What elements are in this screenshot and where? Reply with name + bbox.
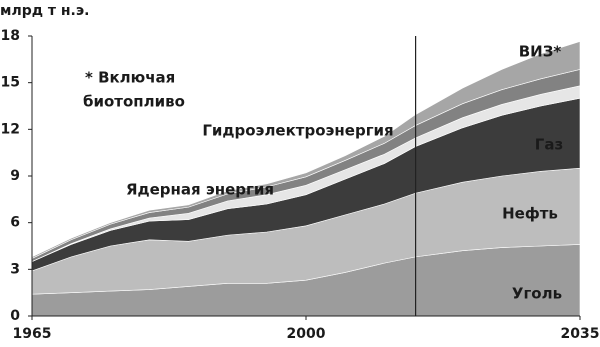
y-tick-label: 18: [1, 28, 20, 44]
y-tick-label: 9: [10, 168, 20, 184]
series-label: Нефть: [502, 205, 558, 223]
x-tick-label: 2000: [287, 326, 326, 342]
annotation: биотопливо: [83, 93, 185, 111]
series-label: ВИЗ*: [519, 43, 562, 61]
x-tick-label: 2035: [561, 326, 600, 342]
areas: [31, 41, 581, 317]
series-label: Гидроэлектроэнергия: [202, 122, 393, 140]
series-label: Ядерная энергия: [126, 181, 274, 199]
y-axis-label: млрд т н.э.: [0, 3, 90, 19]
y-tick-label: 6: [10, 215, 20, 231]
y-tick-label: 0: [10, 308, 20, 324]
y-tick-label: 12: [1, 121, 20, 137]
series-label: Газ: [535, 136, 563, 154]
y-tick-label: 15: [1, 75, 20, 91]
area: [31, 41, 581, 259]
series-label: Уголь: [512, 285, 562, 303]
annotation: * Включая: [85, 69, 175, 87]
x-tick-label: 1965: [13, 326, 52, 342]
y-tick-label: 3: [10, 261, 20, 277]
